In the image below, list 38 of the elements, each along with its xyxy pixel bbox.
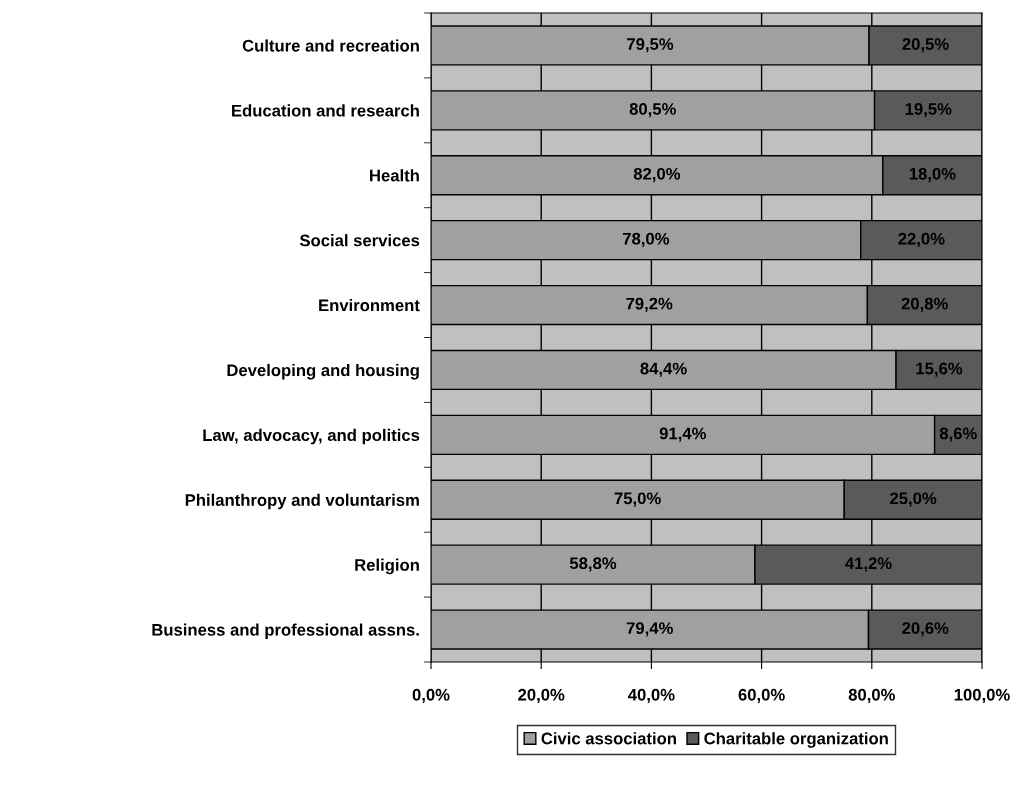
data-label: 75,0% (614, 492, 661, 507)
y-tick-label: Developing and housing (227, 363, 419, 380)
data-label: 19,5% (905, 103, 952, 118)
data-label: 20,8% (901, 297, 948, 312)
data-label: 79,4% (626, 622, 673, 637)
data-label: 58,8% (569, 557, 617, 572)
x-tick-label: 40,0% (628, 688, 675, 704)
x-tick-label: 0,0% (412, 688, 450, 704)
x-tick-label: 60,0% (738, 688, 785, 704)
data-label: 79,2% (626, 297, 673, 312)
x-tick-label: 20,0% (518, 688, 565, 704)
data-label: 20,5% (902, 38, 949, 53)
legend-label: Civic association (541, 732, 676, 745)
data-label: 20,6% (902, 622, 949, 637)
y-tick-label: Environment (319, 299, 420, 312)
data-label: 78,0% (622, 232, 670, 248)
y-tick-label: Social services (299, 234, 420, 247)
data-label: 41,2% (845, 557, 892, 572)
y-tick-label: Health (370, 169, 419, 182)
y-tick-label: Philanthropy and voluntarism (185, 493, 419, 510)
y-tick-label: Culture and recreation (242, 39, 419, 52)
data-label: 79,5% (627, 38, 674, 53)
x-tick-label: 100,0% (954, 688, 1010, 704)
data-label: 15,6% (916, 362, 963, 377)
data-label: 18,0% (909, 167, 956, 183)
y-tick-label: Religion (355, 558, 419, 575)
legend-label: Charitable organization (704, 732, 888, 748)
data-label: 82,0% (633, 167, 681, 183)
data-label: 91,4% (659, 427, 706, 442)
data-label: 80,5% (629, 103, 676, 118)
data-label: 8,6% (939, 427, 977, 442)
y-tick-label: Business and professional assns. (152, 623, 419, 640)
y-tick-label: Education and research (232, 104, 419, 117)
y-tick-label: Law, advocacy, and politics (203, 428, 420, 445)
data-label: 84,4% (640, 362, 687, 377)
x-tick-label: 80,0% (848, 688, 895, 704)
data-label: 22,0% (898, 232, 945, 248)
data-label: 25,0% (890, 492, 937, 507)
